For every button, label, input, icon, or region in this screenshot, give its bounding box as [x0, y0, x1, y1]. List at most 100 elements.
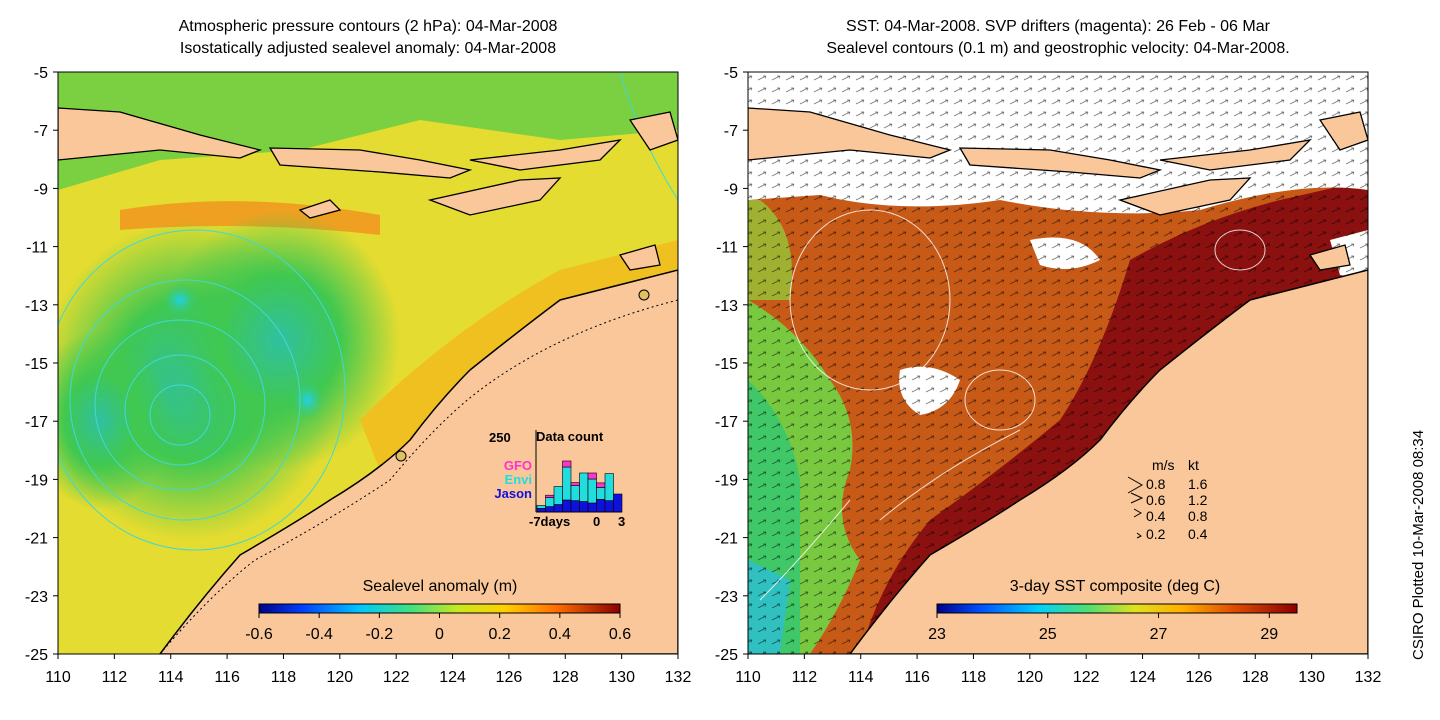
- right-lon-tick-label: 128: [1242, 669, 1269, 686]
- right-lon-tick-label: 132: [1355, 669, 1382, 686]
- left-shelf-contour: [159, 299, 678, 654]
- right-islands: [748, 107, 1368, 271]
- sla-colorbar-tick-label: 0.4: [549, 626, 571, 643]
- left-lat-tick-label: -23: [25, 589, 48, 606]
- left-map: [57, 71, 679, 655]
- left-lat-tick-label: -5: [34, 65, 48, 82]
- left-lat-tick-label: -9: [34, 181, 48, 198]
- left-lat-tick-label: -15: [25, 356, 48, 373]
- histogram-bar-envi: [545, 497, 555, 507]
- left-lon-tick-label: 124: [439, 669, 466, 686]
- sla-north-band: [58, 72, 678, 190]
- right-lon-tick-label: 112: [792, 669, 818, 686]
- right-lon-tick-label: 124: [1129, 669, 1156, 686]
- right-map: [747, 71, 1369, 655]
- histogram-bar-envi: [579, 472, 589, 502]
- right-lat-tick-label: -7: [724, 123, 738, 140]
- velocity-arrow-04: [1133, 508, 1143, 518]
- velocity-row2-kt: 1.2: [1188, 492, 1208, 508]
- sealevel-contours: [759, 209, 1266, 601]
- histogram-bar-jason: [579, 501, 589, 513]
- left-lon-tick-label: 132: [665, 669, 692, 686]
- right-lat-tick-label: -13: [715, 298, 738, 315]
- station-marker-1: [395, 450, 407, 462]
- histogram-bar-envi: [562, 466, 572, 501]
- sla-colorbar-tick-label: 0.2: [489, 626, 511, 643]
- left-lon-tick-label: 122: [383, 669, 410, 686]
- left-lon-tick-label: 110: [45, 669, 71, 686]
- velocity-row1-ms: 0.8: [1146, 476, 1166, 492]
- right-lon-tick-label: 114: [848, 669, 874, 686]
- right-lon-tick-label: 110: [735, 669, 761, 686]
- histogram-bar-jason: [587, 502, 597, 513]
- right-lat-tick-label: -11: [716, 240, 738, 257]
- sla-cyan-spot-2: [160, 282, 200, 318]
- left-lon-tick-label: 116: [214, 669, 240, 686]
- sst-colorbar-tick-label: 29: [1260, 626, 1278, 643]
- left-title: Atmospheric pressure contours (2 hPa): 0…: [58, 16, 678, 60]
- histogram-bar-gfo: [562, 460, 572, 468]
- histogram-bar-jason: [613, 493, 623, 513]
- left-lat-tick-label: -21: [25, 531, 48, 548]
- velocity-legend-ms-header: m/s: [1152, 457, 1175, 473]
- sla-colorbar-tick-label: -0.2: [366, 626, 394, 643]
- left-lat-tick-label: -17: [25, 414, 48, 431]
- right-axes: 110 112 114 116 118 120 122 124 126 128 130 132 -5 -7…: [715, 65, 1382, 686]
- histogram-bar-jason: [553, 504, 563, 513]
- left-lon-tick-label: 112: [102, 669, 128, 686]
- right-lon-tick-label: 130: [1298, 669, 1325, 686]
- right-title: SST: 04-Mar-2008. SVP drifters (magenta)…: [748, 16, 1368, 60]
- right-lat-tick-label: -5: [724, 65, 738, 82]
- histogram-bar-envi: [536, 505, 546, 509]
- histogram-bar-jason: [562, 499, 572, 513]
- left-lon-tick-label: 130: [608, 669, 635, 686]
- left-australia: [159, 269, 678, 654]
- histogram-bar-envi: [553, 486, 563, 505]
- right-lat-tick-label: -19: [715, 472, 738, 489]
- sst-colorbar-tick-label: 27: [1150, 626, 1168, 643]
- right-lat-tick-label: -25: [715, 647, 738, 664]
- sst-colorbar-ticks: 23 25 27 29: [928, 613, 1278, 643]
- data-count-histogram: 250 Data count -7days 0 3 GFO Envi Jason: [489, 429, 625, 529]
- velocity-row1-kt: 1.6: [1188, 476, 1208, 492]
- sla-colorbar: Sealevel anomaly (m) -0.6 -0.4 -0.2 0 0.2 0.4…: [245, 578, 631, 643]
- right-lon-tick-label: 126: [1186, 669, 1213, 686]
- histogram-ylabel: 250: [489, 430, 511, 445]
- velocity-legend-kt-header: kt: [1188, 457, 1199, 473]
- velocity-row2-ms: 0.6: [1146, 492, 1166, 508]
- right-lat-tick-label: -21: [715, 531, 738, 548]
- sla-far-west-green: [58, 330, 170, 510]
- histogram-bars: [536, 460, 623, 513]
- right-lat-tick-label: -23: [715, 589, 738, 606]
- legend-jason: Jason: [494, 486, 532, 501]
- velocity-legend: m/s kt 0.8 1.6 0.6 1.2 0.4 0.8 0.2 0.4: [1127, 457, 1208, 542]
- sst-colorbar-title: 3-day SST composite (deg C): [1010, 578, 1220, 595]
- right-lat-tick-label: -15: [715, 356, 738, 373]
- right-lat-tick-label: -9: [724, 181, 738, 198]
- histogram-bar-jason: [545, 506, 555, 513]
- sla-colorbar-ticks: -0.6 -0.4 -0.2 0 0.2 0.4 0.6: [245, 613, 631, 643]
- station-marker-2: [638, 289, 650, 301]
- left-lat-tick-label: -7: [34, 123, 48, 140]
- sst-colorbar-tick-label: 25: [1039, 626, 1057, 643]
- velocity-row3-ms: 0.4: [1146, 508, 1166, 524]
- sla-colorbar-tick-label: 0: [435, 626, 444, 643]
- histogram-bar-jason: [570, 500, 580, 513]
- left-lon-tick-label: 128: [552, 669, 579, 686]
- sla-colorbar-tick-label: -0.4: [305, 626, 333, 643]
- right-lon-tick-label: 116: [904, 669, 930, 686]
- sla-colorbar-tick-label: 0.6: [609, 626, 631, 643]
- left-lat-tick-label: -25: [25, 647, 48, 664]
- velocity-row3-kt: 0.8: [1188, 508, 1208, 524]
- plot-credit: CSIRO Plotted 10-Mar-2008 08:34: [1410, 429, 1427, 660]
- sla-colorbar-scale: [258, 603, 621, 614]
- histogram-bar-envi: [596, 487, 606, 500]
- histogram-bar-envi: [587, 478, 597, 504]
- right-lat-tick-label: -17: [715, 414, 738, 431]
- right-lon-tick-label: 122: [1073, 669, 1100, 686]
- sla-colorbar-title: Sealevel anomaly (m): [363, 578, 518, 595]
- velocity-row4-kt: 0.4: [1188, 526, 1208, 542]
- histogram-bar-gfo: [596, 482, 606, 488]
- sst-colorbar: 3-day SST composite (deg C) 23 25 27 29: [928, 578, 1298, 643]
- sst-colorbar-scale: [936, 603, 1298, 614]
